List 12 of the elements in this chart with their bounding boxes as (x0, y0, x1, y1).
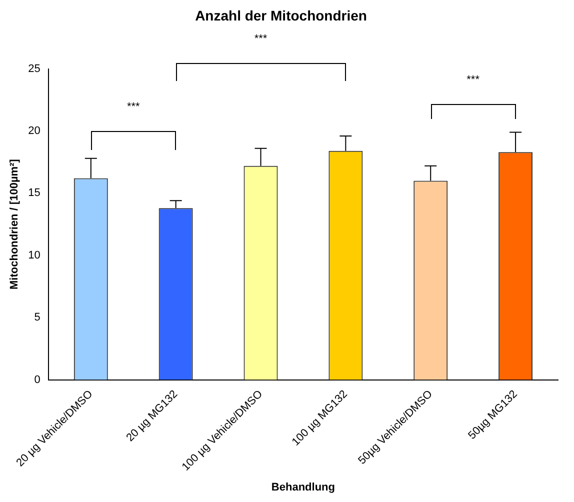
y-tick-label: 15 (28, 187, 40, 200)
y-tick-label: 5 (34, 312, 40, 324)
annotation: *** (126, 100, 140, 113)
annotation: *** (466, 74, 480, 86)
y-axis-title: Mitochondrien / [100µm²] (8, 158, 21, 290)
y-tick-label: 20 (28, 125, 40, 138)
y-tick-label: 25 (28, 62, 40, 75)
x-axis-title: Behandlung (271, 481, 335, 494)
y-tick-label: 0 (34, 374, 40, 386)
chart-title: Anzahl der Mitochondrien (195, 7, 367, 24)
text: *** (254, 32, 268, 45)
y-tick-label: 10 (28, 249, 40, 262)
